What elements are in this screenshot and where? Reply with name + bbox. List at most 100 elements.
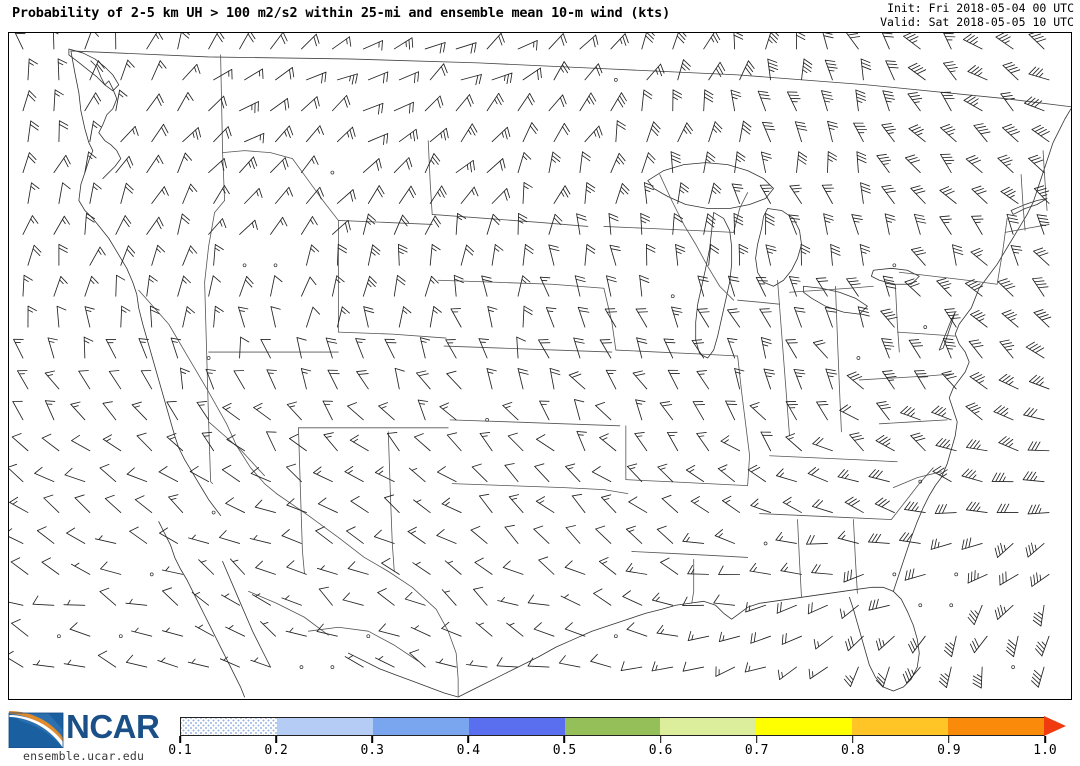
wind-barb-shaft (146, 216, 160, 235)
wind-barb-full-feather (699, 311, 710, 313)
wind-barb-half-feather (636, 435, 643, 437)
wind-barb-half-feather (466, 164, 469, 171)
colorbar-tick-labels: 0.1 0.2 0.3 0.4 0.5 0.6 0.7 0.8 0.9 1.0 (168, 743, 1056, 761)
wind-barb-full-feather (973, 285, 984, 291)
wind-barb-full-feather (952, 247, 963, 252)
wind-barb-half-feather (438, 658, 444, 664)
wind-barb-full-feather (608, 213, 619, 218)
wind-barb-full-feather (663, 338, 674, 341)
wind-barb-full-feather (1032, 619, 1042, 627)
wind-barb-full-feather (31, 215, 39, 224)
wind-barb-shaft (473, 588, 488, 606)
wind-barb-shaft (146, 93, 160, 112)
wind-barb-half-feather (944, 673, 950, 678)
wind-barb-full-feather (942, 504, 947, 514)
state-line-id-mt (222, 150, 293, 160)
wind-barb-full-feather (518, 216, 528, 223)
wind-barb-full-feather (780, 562, 788, 572)
wind-barb-half-feather (728, 341, 735, 343)
wind-barb-shaft (657, 466, 674, 483)
wind-barb-shaft (881, 33, 890, 50)
wind-barb-shaft (115, 274, 117, 297)
wind-barb-shaft (762, 121, 771, 143)
wind-barb-layer (9, 33, 1052, 689)
wind-barb-full-feather (355, 73, 358, 84)
wind-barb-shaft (157, 659, 179, 668)
wind-barb-shaft (225, 502, 245, 513)
map-panel[interactable] (8, 32, 1072, 700)
wind-barb-shaft (410, 626, 431, 637)
wind-barb-half-feather (316, 470, 322, 475)
wind-barb-shaft (620, 666, 643, 672)
wind-barb-half-feather (415, 561, 421, 566)
wind-barb-half-feather (1003, 412, 1009, 417)
wind-barb-half-feather (432, 309, 438, 314)
wind-barb-shaft (270, 157, 286, 174)
wind-barb-shaft (374, 472, 395, 483)
wind-barb-full-feather (562, 126, 569, 136)
state-line-wa-id (220, 54, 225, 201)
wind-barb-full-feather (883, 187, 894, 191)
wind-barb-shaft (548, 244, 555, 266)
wind-barb-full-feather (685, 464, 696, 471)
wind-barb-full-feather (811, 499, 820, 507)
wind-barb-shaft (177, 275, 184, 297)
state-line-nd-sd (431, 214, 589, 227)
wind-barb-full-feather (507, 432, 518, 437)
wind-barb-shaft (296, 337, 302, 359)
calm-wind-circle (1011, 665, 1015, 669)
wind-barb-full-feather (907, 280, 918, 285)
wind-barb-shaft (397, 243, 400, 266)
wind-barb-shaft (9, 501, 29, 513)
wind-barb-full-feather (126, 248, 134, 257)
wind-barb-shaft (393, 101, 414, 112)
wind-barb-full-feather (1031, 680, 1039, 688)
colorbar-gradient[interactable] (180, 717, 1045, 736)
wind-barb-full-feather (798, 151, 808, 158)
wind-barb-shaft (868, 604, 890, 611)
wind-barb-half-feather (941, 412, 947, 417)
wind-barb-full-feather (714, 121, 723, 130)
wind-barb-shaft (496, 665, 519, 668)
wind-barb-full-feather (847, 498, 857, 505)
wind-barb-full-feather (968, 339, 980, 342)
wind-barb-shaft (318, 588, 333, 606)
wind-barb-full-feather (886, 63, 898, 66)
state-line-mx-us (276, 493, 459, 698)
wind-barb-shaft (120, 305, 123, 328)
wind-barb-shaft (301, 276, 311, 297)
wind-barb-full-feather (857, 306, 869, 310)
wind-barb-half-feather (748, 605, 751, 612)
wind-barb-full-feather (598, 557, 609, 562)
wind-barb-shaft (120, 125, 136, 143)
wind-barb-full-feather (902, 532, 910, 542)
wind-barb-shaft (961, 543, 983, 550)
weather-map-canvas[interactable] (9, 33, 1071, 699)
wind-barb-shaft (97, 655, 117, 668)
wind-barb-shaft (757, 90, 766, 112)
wind-barb-shaft (491, 72, 513, 81)
wind-barb-shaft (641, 33, 647, 50)
wind-barb-half-feather (347, 470, 353, 474)
probability-colorbar[interactable]: 0.1 0.2 0.3 0.4 0.5 0.6 0.7 0.8 0.9 1.0 (168, 700, 1076, 766)
wind-barb-full-feather (860, 247, 871, 252)
wind-barb-shaft (687, 573, 710, 575)
wind-barb-half-feather (320, 565, 325, 570)
wind-barb-half-feather (640, 220, 647, 224)
wind-barb-half-feather (796, 375, 803, 378)
wind-barb-shaft (730, 89, 736, 112)
wind-barb-full-feather (882, 370, 893, 373)
wind-barb-shaft (27, 58, 30, 81)
wind-barb-half-feather (841, 534, 846, 540)
wind-barb-shaft (286, 466, 302, 483)
wind-barb-full-feather (1005, 64, 1016, 69)
wind-barb-full-feather (902, 673, 908, 684)
wind-barb-shaft (362, 158, 380, 174)
wind-barb-half-feather (494, 247, 500, 252)
wind-barb-full-feather (28, 152, 37, 160)
ncar-logo[interactable]: NCAR ensemble.ucar.edu (6, 708, 172, 763)
wind-barb-full-feather (88, 151, 97, 159)
colorbar-tick (467, 736, 470, 743)
wind-barb-full-feather (377, 588, 387, 593)
wind-barb-full-feather (944, 308, 955, 310)
